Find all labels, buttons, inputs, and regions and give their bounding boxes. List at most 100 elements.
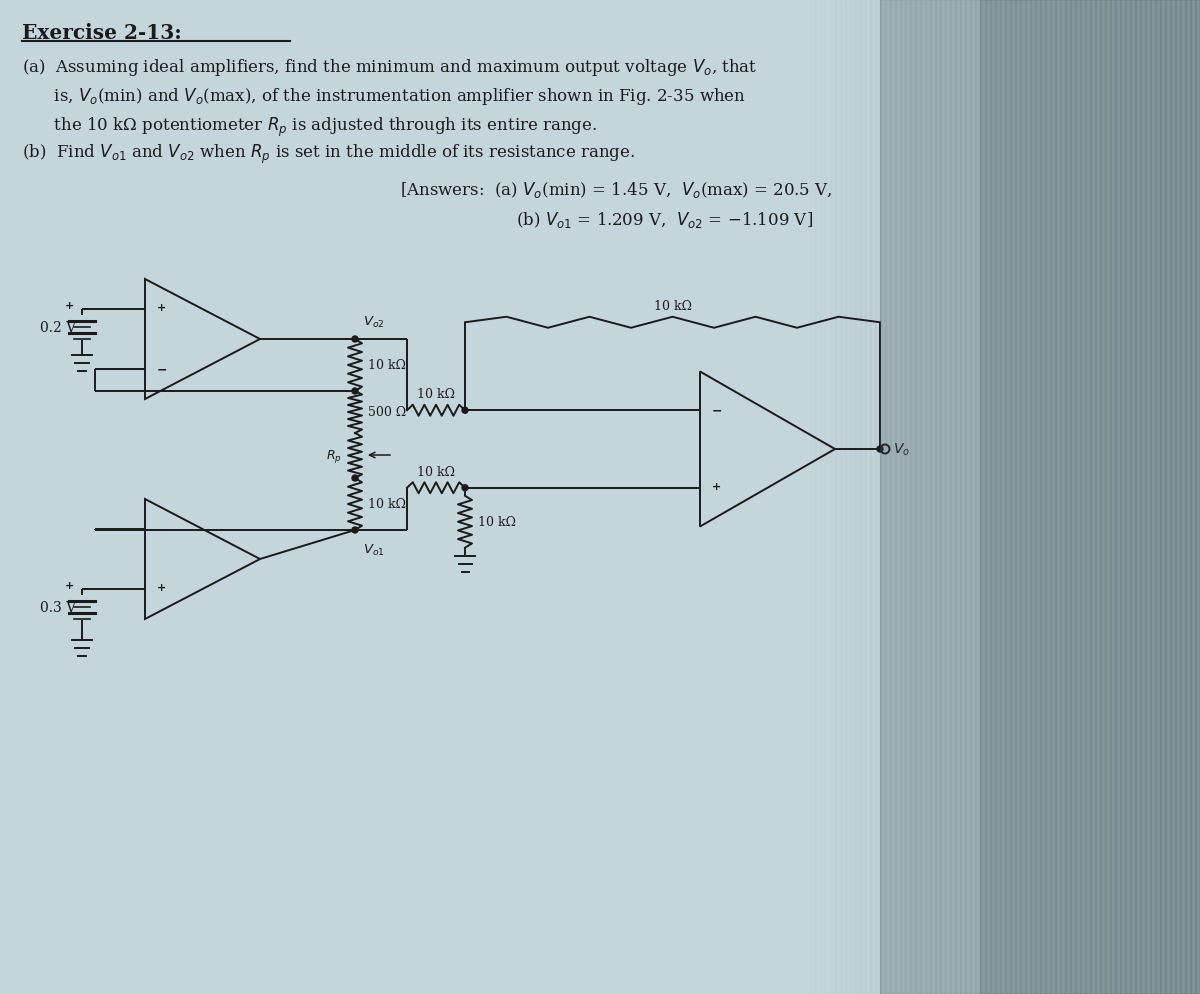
Bar	[880, 0, 886, 994]
Bar	[1010, 0, 1016, 994]
Bar	[965, 0, 971, 994]
Bar	[1105, 0, 1111, 994]
Bar	[1160, 0, 1166, 994]
Bar	[800, 0, 806, 994]
Text: 500 Ω: 500 Ω	[368, 407, 407, 419]
Bar	[870, 0, 876, 994]
Bar	[840, 0, 846, 994]
Bar	[1186, 0, 1190, 994]
Text: +: +	[157, 303, 167, 313]
Bar	[865, 0, 871, 994]
Circle shape	[877, 446, 883, 452]
Text: 0.3 V: 0.3 V	[40, 600, 76, 614]
Bar	[830, 0, 836, 994]
Bar	[805, 0, 811, 994]
Bar	[1150, 0, 1156, 994]
Bar	[1025, 0, 1031, 994]
Bar	[1045, 0, 1051, 994]
Bar	[916, 0, 922, 994]
Bar	[1170, 0, 1176, 994]
Bar	[1055, 0, 1061, 994]
Text: +: +	[157, 582, 167, 592]
Polygon shape	[980, 0, 1200, 994]
Circle shape	[352, 337, 358, 343]
Bar	[1066, 0, 1072, 994]
Bar	[845, 0, 851, 994]
Bar	[1120, 0, 1126, 994]
Bar	[990, 0, 996, 994]
Bar	[1080, 0, 1086, 994]
Bar	[1145, 0, 1151, 994]
Text: Exercise 2-13:: Exercise 2-13:	[22, 23, 181, 43]
Text: +: +	[65, 580, 74, 590]
Bar	[1175, 0, 1181, 994]
Text: 10 kΩ: 10 kΩ	[368, 498, 406, 511]
Text: (a)  Assuming ideal amplifiers, find the minimum and maximum output voltage $V_o: (a) Assuming ideal amplifiers, find the …	[22, 57, 757, 139]
Bar	[850, 0, 856, 994]
Text: 10 kΩ: 10 kΩ	[654, 300, 691, 313]
Bar	[1085, 0, 1091, 994]
Bar	[1135, 0, 1141, 994]
Bar	[946, 0, 950, 994]
Bar	[1034, 0, 1042, 994]
Text: −: −	[712, 405, 722, 417]
Bar	[895, 0, 901, 994]
Bar	[1020, 0, 1026, 994]
Bar	[1070, 0, 1076, 994]
Circle shape	[352, 528, 358, 534]
Bar	[815, 0, 821, 994]
Bar	[875, 0, 881, 994]
Bar	[1165, 0, 1171, 994]
Bar	[1190, 0, 1196, 994]
Text: (b)  Find $V_{o1}$ and $V_{o2}$ when $R_p$ is set in the middle of its resistanc: (b) Find $V_{o1}$ and $V_{o2}$ when $R_p…	[22, 143, 635, 166]
Text: 10 kΩ: 10 kΩ	[478, 516, 516, 529]
Bar	[940, 0, 946, 994]
Bar	[856, 0, 862, 994]
Bar	[810, 0, 816, 994]
Bar	[950, 0, 956, 994]
Text: 10 kΩ: 10 kΩ	[418, 388, 455, 401]
Bar	[955, 0, 961, 994]
Text: 10 kΩ: 10 kΩ	[418, 465, 455, 478]
Bar	[930, 0, 936, 994]
Polygon shape	[880, 0, 1200, 994]
Text: 0.2 V: 0.2 V	[40, 321, 76, 335]
Bar	[1000, 0, 1006, 994]
Bar	[1050, 0, 1056, 994]
Bar	[1040, 0, 1046, 994]
Text: $R_p$: $R_p$	[326, 447, 342, 464]
Bar	[1126, 0, 1132, 994]
Bar	[1110, 0, 1116, 994]
Text: +: +	[712, 481, 721, 491]
Bar	[980, 0, 986, 994]
Bar	[1096, 0, 1102, 994]
Bar	[920, 0, 926, 994]
Text: 10 kΩ: 10 kΩ	[368, 359, 406, 372]
Bar	[970, 0, 976, 994]
Circle shape	[462, 408, 468, 414]
Bar	[985, 0, 991, 994]
Circle shape	[462, 485, 468, 491]
Bar	[860, 0, 866, 994]
Text: $V_o$: $V_o$	[893, 441, 910, 458]
Bar	[974, 0, 982, 994]
Bar	[1180, 0, 1186, 994]
Bar	[1090, 0, 1096, 994]
Bar	[1015, 0, 1021, 994]
Bar	[1130, 0, 1136, 994]
Bar	[900, 0, 906, 994]
Bar	[925, 0, 931, 994]
Text: +: +	[65, 301, 74, 311]
Bar	[910, 0, 916, 994]
Bar	[905, 0, 911, 994]
Bar	[1030, 0, 1036, 994]
Bar	[1060, 0, 1066, 994]
Text: [Answers:  (a) $V_o$(min) = 1.45 V,  $V_o$(max) = 20.5 V,
                      : [Answers: (a) $V_o$(min) = 1.45 V, $V_o$…	[400, 180, 833, 230]
Bar	[1195, 0, 1200, 994]
Bar	[886, 0, 890, 994]
Text: $V_{o1}$: $V_{o1}$	[364, 543, 385, 558]
Bar	[995, 0, 1001, 994]
Bar	[890, 0, 896, 994]
Bar	[1100, 0, 1106, 994]
Bar	[826, 0, 830, 994]
